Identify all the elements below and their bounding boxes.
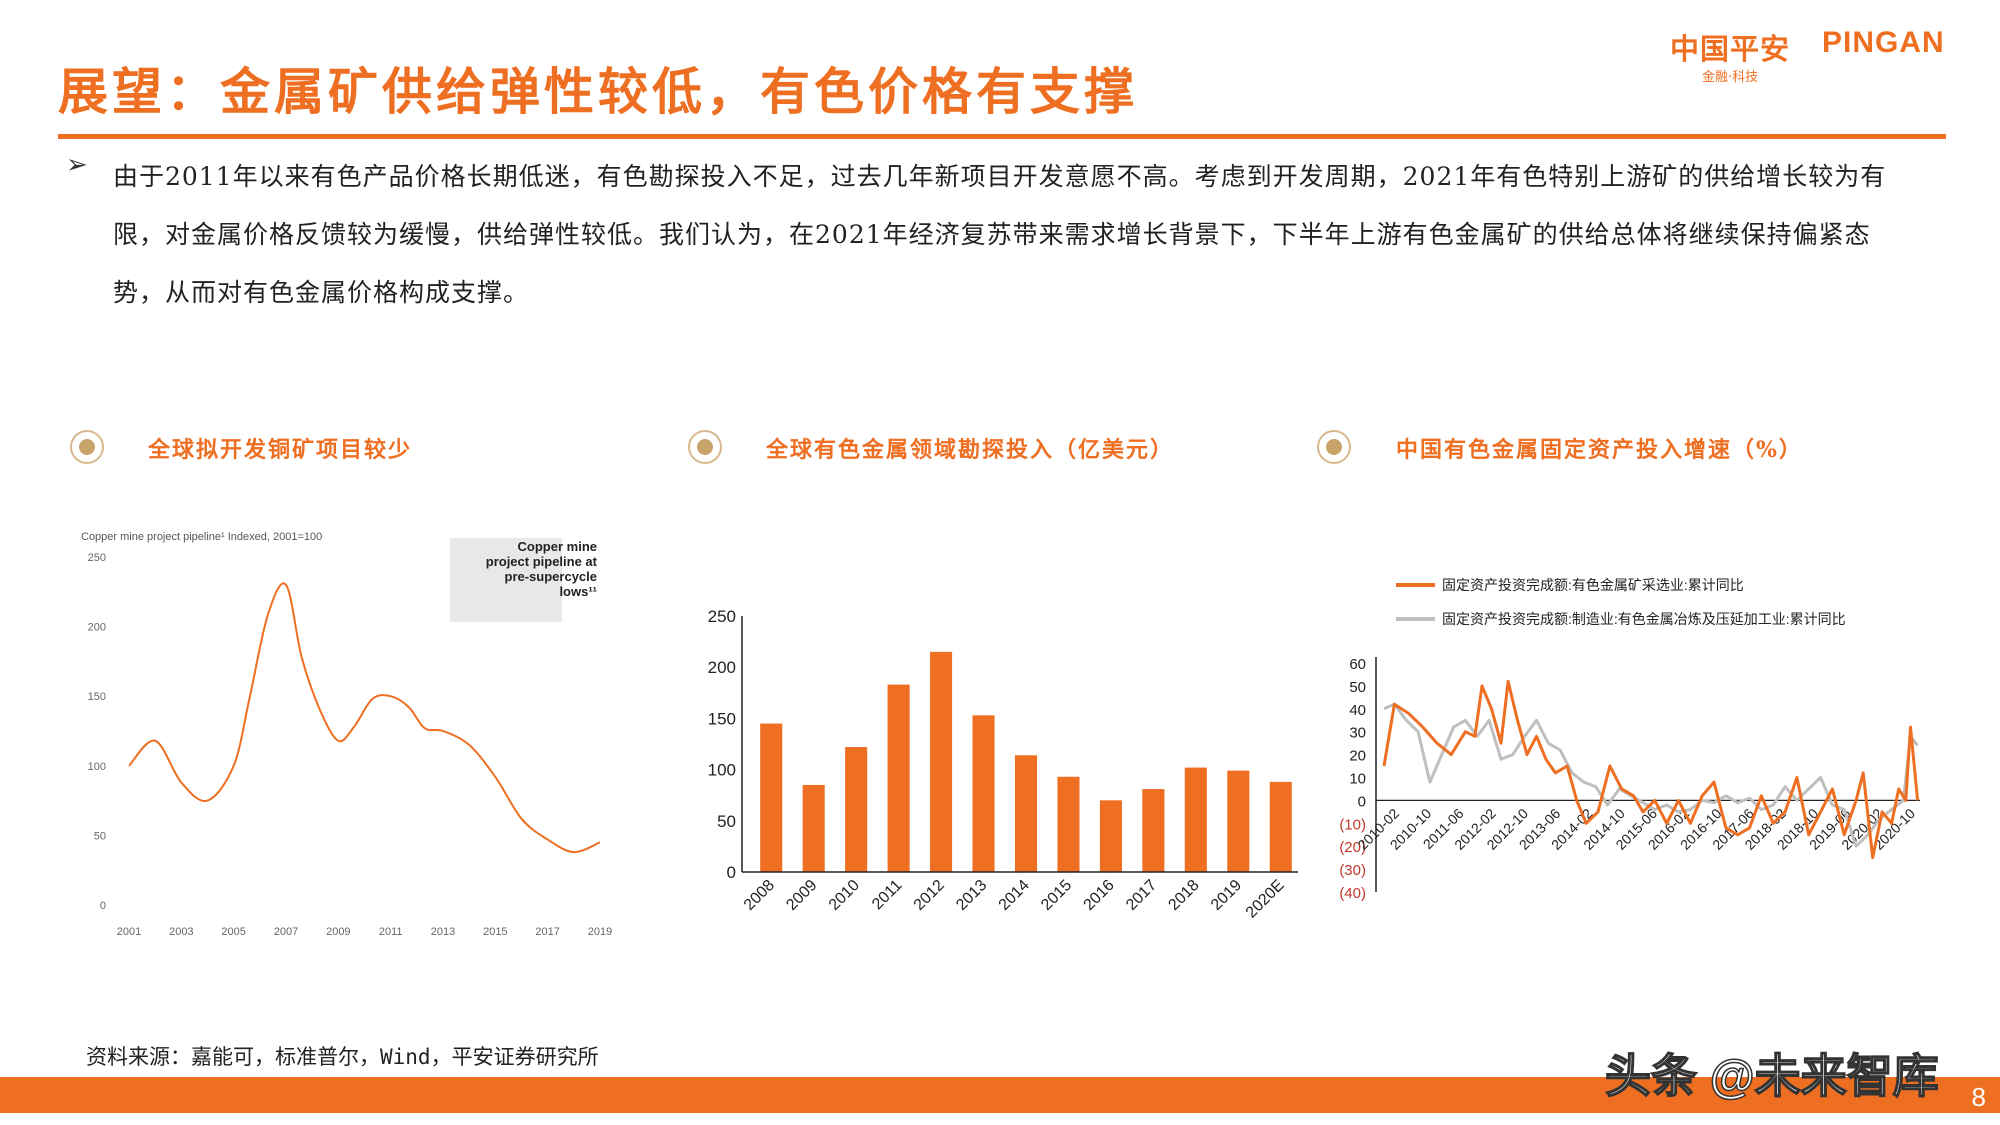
exploration-bar-chart: 0 50 100 150 200 250 2008 2009 2010 2011 2012 2013… bbox=[708, 607, 1298, 922]
chart1-title: Copper mine project pipeline¹ Indexed, 2… bbox=[81, 531, 322, 543]
page-title: 展望：金属矿供给弹性较低，有色价格有支撑 bbox=[58, 62, 1138, 121]
chart3-series-mining bbox=[1382, 679, 1920, 860]
copper-pipeline-chart: Copper mine project pipeline¹ Indexed, 2… bbox=[70, 515, 650, 935]
chart2-bar bbox=[1142, 789, 1165, 872]
title-underline bbox=[58, 134, 1946, 139]
watermark-text: 头条 @未来智库 bbox=[1604, 1049, 1939, 1103]
chart3-y-tick: (20) bbox=[1339, 839, 1366, 856]
chart2-bar bbox=[1184, 767, 1207, 872]
chart2-y-tick: 200 bbox=[708, 658, 736, 677]
chart3-y-tick: 30 bbox=[1349, 725, 1366, 742]
bullet-arrow-icon: ➢ bbox=[66, 150, 88, 180]
chart3-y-tick: 20 bbox=[1349, 748, 1366, 765]
chart3-y-tick: 0 bbox=[1358, 793, 1366, 810]
chart1-x-tick: 2017 bbox=[535, 926, 559, 935]
chart2-x-tick: 2018 bbox=[1165, 877, 1202, 914]
logo-cn-text: 中国平安 bbox=[1670, 32, 1791, 66]
section-bullet-icon bbox=[1317, 430, 1351, 464]
page-number: 8 bbox=[1971, 1082, 1986, 1112]
chart1-x-tick: 2013 bbox=[431, 926, 455, 935]
chart2-y-tick: 100 bbox=[708, 761, 736, 780]
chart2-bar bbox=[802, 784, 825, 872]
chart1-y-tick: 100 bbox=[88, 761, 106, 773]
chart1-x-tick: 2009 bbox=[326, 926, 350, 935]
chart1-x-tick: 2007 bbox=[274, 926, 298, 935]
chart2-y-tick: 250 bbox=[708, 607, 736, 626]
fai-growth-chart: 固定资产投资完成额:有色金属矿采选业:累计同比固定资产投资完成额:制造业:有色金… bbox=[1339, 577, 1920, 902]
chart2-bar bbox=[887, 684, 910, 872]
logo-sub-text: 金融·科技 bbox=[1702, 70, 1759, 85]
chart2-bar bbox=[972, 715, 995, 872]
footer-bar bbox=[0, 1077, 2000, 1113]
chart1-y-tick: 200 bbox=[88, 622, 106, 634]
chart2-x-tick: 2008 bbox=[741, 877, 778, 914]
source-note: 资料来源：嘉能可，标准普尔，Wind，平安证券研究所 bbox=[86, 1045, 599, 1069]
chart3-y-tick: (30) bbox=[1339, 862, 1366, 879]
chart2-bar bbox=[1057, 776, 1080, 872]
chart2-x-tick: 2020E bbox=[1243, 877, 1288, 922]
chart2-x-tick: 2011 bbox=[869, 877, 905, 913]
chart1-annotation-line: pre-supercycle bbox=[505, 569, 598, 584]
chart1-series-line bbox=[128, 582, 601, 854]
chart1-y-tick: 0 bbox=[100, 900, 106, 912]
chart2-x-tick: 2012 bbox=[911, 877, 948, 914]
chart2-bar bbox=[760, 723, 783, 872]
section-title-copper: 全球拟开发铜矿项目较少 bbox=[148, 437, 413, 463]
chart2-y-tick: 0 bbox=[727, 863, 736, 882]
chart2-x-tick: 2015 bbox=[1038, 877, 1075, 914]
chart2-x-tick: 2019 bbox=[1208, 877, 1245, 914]
bullet-paragraph: 由于2011年以来有色产品价格长期低迷，有色勘探投入不足，过去几年新项目开发意愿… bbox=[113, 162, 1887, 307]
chart2-y-tick: 150 bbox=[708, 709, 736, 728]
logo-en-text: PINGAN bbox=[1822, 26, 1945, 59]
chart3-legend-label: 固定资产投资完成额:有色金属矿采选业:累计同比 bbox=[1442, 577, 1744, 593]
chart3-y-tick: (10) bbox=[1339, 816, 1366, 833]
chart1-annotation-line: project pipeline at bbox=[486, 554, 598, 569]
chart1-x-tick: 2011 bbox=[379, 926, 403, 935]
section-bullet-icon bbox=[70, 430, 104, 464]
chart2-bar bbox=[1014, 755, 1038, 872]
chart3-legend-label: 固定资产投资完成额:制造业:有色金属冶炼及压延加工业:累计同比 bbox=[1442, 611, 1846, 627]
chart1-x-tick: 2005 bbox=[221, 926, 245, 935]
chart2-x-tick: 2017 bbox=[1123, 877, 1160, 914]
chart2-bar bbox=[845, 747, 868, 872]
chart3-y-tick: 10 bbox=[1349, 771, 1366, 788]
pingan-logo: 中国平安 PINGAN 金融·科技 bbox=[1668, 26, 1978, 86]
section-bullet-icon bbox=[688, 430, 722, 464]
chart1-annotation-line: Copper mine bbox=[518, 539, 597, 554]
chart1-annotation-line: lows¹¹ bbox=[559, 584, 597, 599]
chart1-y-tick: 50 bbox=[94, 830, 106, 842]
chart1-y-tick: 150 bbox=[88, 691, 106, 703]
chart2-x-tick: 2009 bbox=[783, 877, 820, 914]
chart1-x-tick: 2001 bbox=[117, 926, 141, 935]
chart2-bar bbox=[1269, 781, 1292, 872]
chart2-bar bbox=[1099, 800, 1122, 872]
chart2-x-tick: 2016 bbox=[1081, 877, 1118, 914]
chart2-y-tick: 50 bbox=[717, 812, 736, 831]
chart3-y-tick: 50 bbox=[1349, 679, 1366, 696]
chart2-x-tick: 2010 bbox=[826, 877, 863, 914]
chart2-x-tick: 2014 bbox=[996, 877, 1033, 914]
chart1-y-tick: 250 bbox=[88, 552, 106, 564]
chart2-bar bbox=[930, 651, 953, 872]
chart3-y-tick: (40) bbox=[1339, 885, 1366, 902]
chart1-x-tick: 2019 bbox=[588, 926, 612, 935]
chart1-x-tick: 2003 bbox=[169, 926, 193, 935]
section-title-exploration: 全球有色金属领域勘探投入（亿美元） bbox=[766, 437, 1175, 463]
chart1-annotation-box bbox=[450, 538, 562, 622]
chart3-y-tick: 40 bbox=[1349, 702, 1366, 719]
chart2-x-tick: 2013 bbox=[953, 877, 990, 914]
chart1-x-tick: 2015 bbox=[483, 926, 507, 935]
section-title-fai: 中国有色金属固定资产投入增速（%） bbox=[1396, 437, 1803, 463]
chart2-bar bbox=[1227, 770, 1250, 872]
chart3-y-tick: 60 bbox=[1349, 656, 1366, 673]
